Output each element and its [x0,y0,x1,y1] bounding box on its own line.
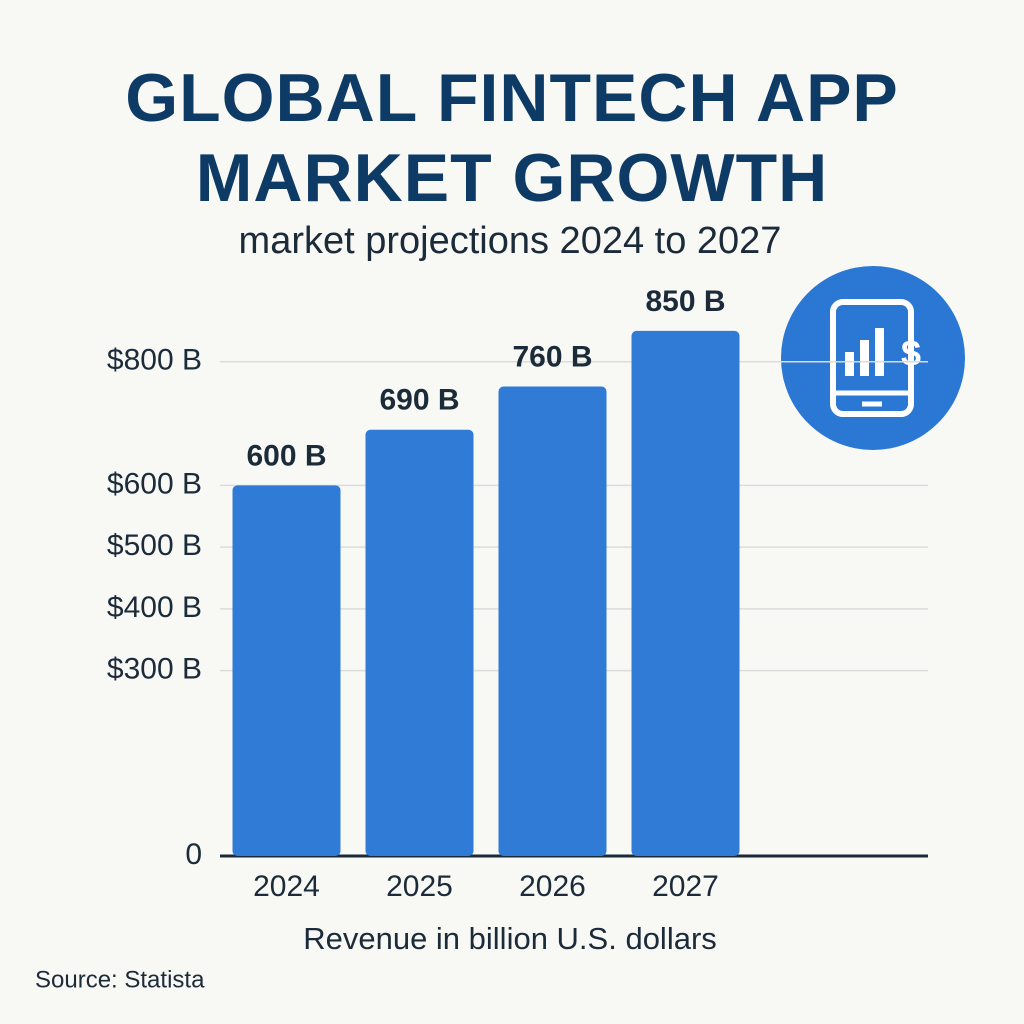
x-tick-label: 2024 [253,870,320,903]
phone-icon: $ [781,266,965,450]
y-tick-label: 0 [185,838,202,871]
bar [498,386,607,856]
bar [631,330,740,856]
bar [365,429,474,856]
source-note: Source: Statista [35,966,205,993]
x-tick-label: 2026 [519,870,586,903]
y-tick-label: $800 B [107,344,202,377]
value-label: 600 B [246,439,326,472]
y-tick-label: $400 B [107,591,202,624]
chart-subtitle: market projections 2024 to 2027 [239,220,782,262]
value-label: 760 B [512,340,592,373]
value-label: 690 B [379,384,459,417]
x-tick-label: 2025 [386,870,453,903]
y-tick-label: $600 B [107,467,202,500]
bar [232,485,341,856]
y-tick-label: $300 B [107,653,202,686]
chart-title: GLOBAL FINTECH APP MARKET GROWTH [125,60,899,216]
y-tick-label: $500 B [107,529,202,562]
svg-text:$: $ [901,333,921,374]
x-tick-label: 2027 [652,870,719,903]
x-axis-label: Revenue in billion U.S. dollars [303,921,717,956]
value-label: 850 B [645,285,725,318]
